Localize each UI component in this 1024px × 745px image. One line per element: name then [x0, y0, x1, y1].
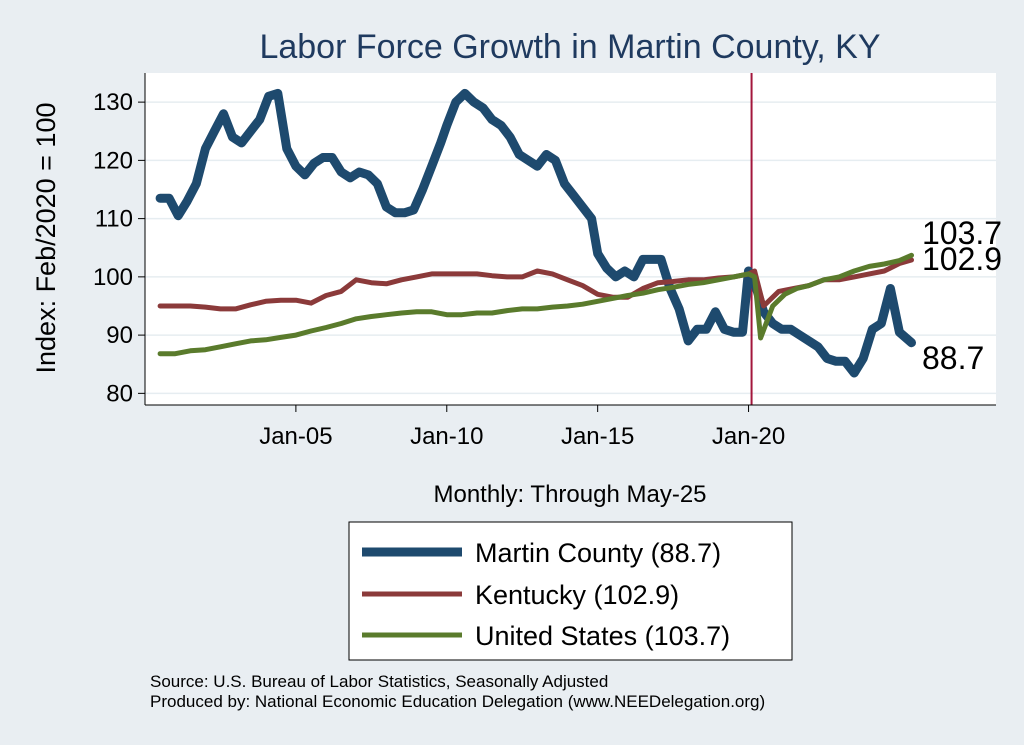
series-kentucky: [157, 257, 914, 312]
source-note: Source: U.S. Bureau of Labor Statistics,…: [150, 672, 609, 691]
chart-title: Labor Force Growth in Martin County, KY: [259, 28, 880, 66]
y-tick-label: 120: [93, 147, 133, 174]
producer-note: Produced by: National Economic Education…: [150, 692, 766, 711]
series-united-states: [157, 252, 914, 357]
y-tick-label: 110: [95, 206, 133, 233]
y-tick-label: 100: [93, 264, 133, 291]
legend: Martin County (88.7) Kentucky (102.9) Un…: [348, 521, 793, 661]
legend-item-martin: Martin County (88.7): [475, 538, 721, 568]
x-axis-label: Monthly: Through May-25: [433, 481, 706, 508]
end-label-us: 103.7: [922, 215, 1002, 251]
x-tick-label: Jan-10: [410, 423, 483, 450]
y-tick-label: 130: [93, 89, 133, 116]
series-martin-county: [155, 88, 916, 378]
end-label-kentucky: 102.9: [922, 241, 1002, 277]
x-tick-label: Jan-15: [561, 423, 634, 450]
legend-item-us: United States (103.7): [475, 621, 730, 651]
x-tick-label: Jan-20: [712, 423, 785, 450]
y-tick-label: 80: [106, 380, 133, 407]
y-axis-label: Index: Feb/2020 = 100: [31, 103, 61, 374]
x-tick-label: Jan-05: [259, 423, 332, 450]
end-label-martin: 88.7: [922, 340, 984, 376]
series-lines: [155, 88, 916, 378]
legend-item-kentucky: Kentucky (102.9): [475, 580, 679, 610]
y-tick-label: 90: [106, 322, 133, 349]
axis-ticks: 80 90 100 110 120 130 Jan-05 Jan-10 Jan-15 Jan-20: [93, 73, 996, 450]
